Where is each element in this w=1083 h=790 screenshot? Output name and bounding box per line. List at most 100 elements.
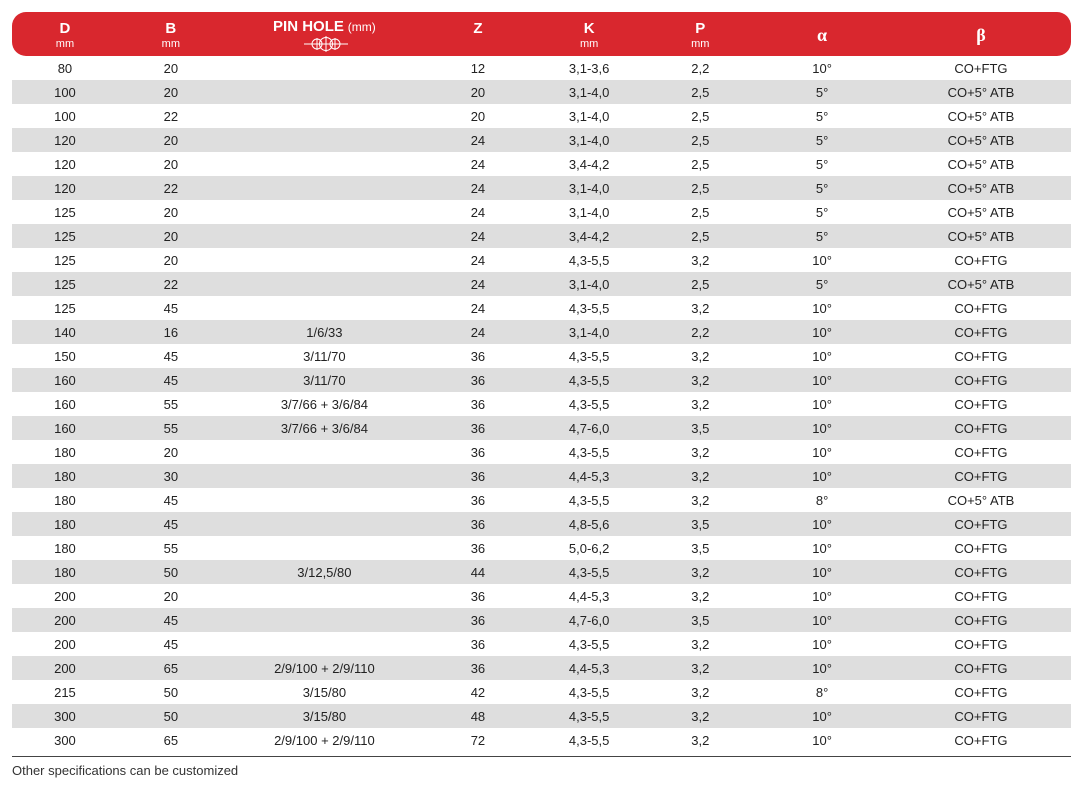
- table-cell: 200: [12, 608, 118, 632]
- table-cell: 36: [425, 608, 531, 632]
- table-cell: CO+FTG: [891, 248, 1071, 272]
- table-cell: 20: [425, 80, 531, 104]
- table-cell: CO+FTG: [891, 296, 1071, 320]
- table-cell: 2/9/100 + 2/9/110: [224, 728, 425, 752]
- table-cell: 200: [12, 584, 118, 608]
- table-cell: 180: [12, 488, 118, 512]
- table-cell: [224, 56, 425, 80]
- table-cell: [224, 176, 425, 200]
- table-cell: 4,3-5,5: [531, 728, 647, 752]
- table-cell: 36: [425, 512, 531, 536]
- table-cell: 2/9/100 + 2/9/110: [224, 656, 425, 680]
- table-cell: 45: [118, 344, 224, 368]
- table-cell: 36: [425, 656, 531, 680]
- table-cell: 36: [425, 392, 531, 416]
- table-cell: 3/7/66 + 3/6/84: [224, 416, 425, 440]
- table-row: 12020243,4-4,22,55°CO+5° ATB: [12, 152, 1071, 176]
- table-cell: 1/6/33: [224, 320, 425, 344]
- table-cell: 4,4-5,3: [531, 584, 647, 608]
- table-cell: 10°: [753, 296, 891, 320]
- table-cell: 2,2: [647, 56, 753, 80]
- table-cell: 10°: [753, 440, 891, 464]
- spec-table: DmmBmmPIN HOLE (mm)Z KmmPmmαβ 8020123,1-…: [12, 12, 1071, 752]
- table-cell: 20: [118, 128, 224, 152]
- table-row: 300652/9/100 + 2/9/110724,3-5,53,210°CO+…: [12, 728, 1071, 752]
- table-cell: 36: [425, 344, 531, 368]
- table-cell: 65: [118, 656, 224, 680]
- pinhole-icon: [304, 36, 348, 52]
- table-cell: 150: [12, 344, 118, 368]
- table-cell: CO+5° ATB: [891, 152, 1071, 176]
- table-cell: 45: [118, 368, 224, 392]
- table-cell: 4,3-5,5: [531, 680, 647, 704]
- footer-note: Other specifications can be customized: [12, 756, 1071, 778]
- table-cell: 4,3-5,5: [531, 344, 647, 368]
- table-cell: 24: [425, 320, 531, 344]
- table-cell: 42: [425, 680, 531, 704]
- table-cell: 180: [12, 464, 118, 488]
- table-row: 18045364,3-5,53,28°CO+5° ATB: [12, 488, 1071, 512]
- col-header-7: β: [891, 12, 1071, 56]
- table-cell: 3,1-4,0: [531, 104, 647, 128]
- table-cell: 24: [425, 296, 531, 320]
- table-cell: CO+5° ATB: [891, 176, 1071, 200]
- table-row: 140161/6/33243,1-4,02,210°CO+FTG: [12, 320, 1071, 344]
- table-cell: 20: [118, 200, 224, 224]
- table-cell: 2,5: [647, 176, 753, 200]
- table-cell: 3,5: [647, 512, 753, 536]
- table-cell: [224, 200, 425, 224]
- table-cell: 5°: [753, 176, 891, 200]
- table-cell: 3,2: [647, 392, 753, 416]
- table-cell: [224, 248, 425, 272]
- table-row: 10022203,1-4,02,55°CO+5° ATB: [12, 104, 1071, 128]
- table-cell: 180: [12, 560, 118, 584]
- table-cell: 3,2: [647, 464, 753, 488]
- table-cell: 5°: [753, 152, 891, 176]
- table-cell: 20: [425, 104, 531, 128]
- table-cell: 200: [12, 656, 118, 680]
- table-cell: 4,3-5,5: [531, 248, 647, 272]
- table-cell: 120: [12, 152, 118, 176]
- col-header-1: Bmm: [118, 12, 224, 56]
- table-cell: 215: [12, 680, 118, 704]
- table-cell: 36: [425, 584, 531, 608]
- table-cell: 3,2: [647, 488, 753, 512]
- table-cell: 125: [12, 248, 118, 272]
- table-cell: CO+5° ATB: [891, 488, 1071, 512]
- table-cell: 20: [118, 248, 224, 272]
- table-cell: 3,1-4,0: [531, 80, 647, 104]
- table-cell: 10°: [753, 656, 891, 680]
- table-cell: [224, 296, 425, 320]
- table-cell: 20: [118, 440, 224, 464]
- table-cell: 36: [425, 488, 531, 512]
- table-cell: 55: [118, 536, 224, 560]
- table-cell: 125: [12, 296, 118, 320]
- table-cell: 2,5: [647, 128, 753, 152]
- table-cell: 20: [118, 56, 224, 80]
- table-cell: CO+FTG: [891, 608, 1071, 632]
- table-cell: CO+FTG: [891, 416, 1071, 440]
- table-cell: 3/7/66 + 3/6/84: [224, 392, 425, 416]
- table-cell: 3,2: [647, 704, 753, 728]
- table-cell: CO+FTG: [891, 440, 1071, 464]
- table-cell: 3,1-4,0: [531, 176, 647, 200]
- table-cell: 22: [118, 176, 224, 200]
- table-cell: 3/15/80: [224, 680, 425, 704]
- table-cell: 140: [12, 320, 118, 344]
- table-cell: 3/12,5/80: [224, 560, 425, 584]
- table-row: 12520243,1-4,02,55°CO+5° ATB: [12, 200, 1071, 224]
- table-cell: 160: [12, 368, 118, 392]
- table-cell: 45: [118, 512, 224, 536]
- table-cell: [224, 488, 425, 512]
- table-row: 160453/11/70364,3-5,53,210°CO+FTG: [12, 368, 1071, 392]
- table-cell: [224, 128, 425, 152]
- table-cell: 3,1-4,0: [531, 128, 647, 152]
- table-cell: 36: [425, 464, 531, 488]
- table-cell: 10°: [753, 560, 891, 584]
- table-cell: 3,5: [647, 416, 753, 440]
- table-cell: [224, 440, 425, 464]
- table-cell: 3,5: [647, 608, 753, 632]
- table-cell: 10°: [753, 248, 891, 272]
- table-cell: 24: [425, 272, 531, 296]
- table-cell: [224, 464, 425, 488]
